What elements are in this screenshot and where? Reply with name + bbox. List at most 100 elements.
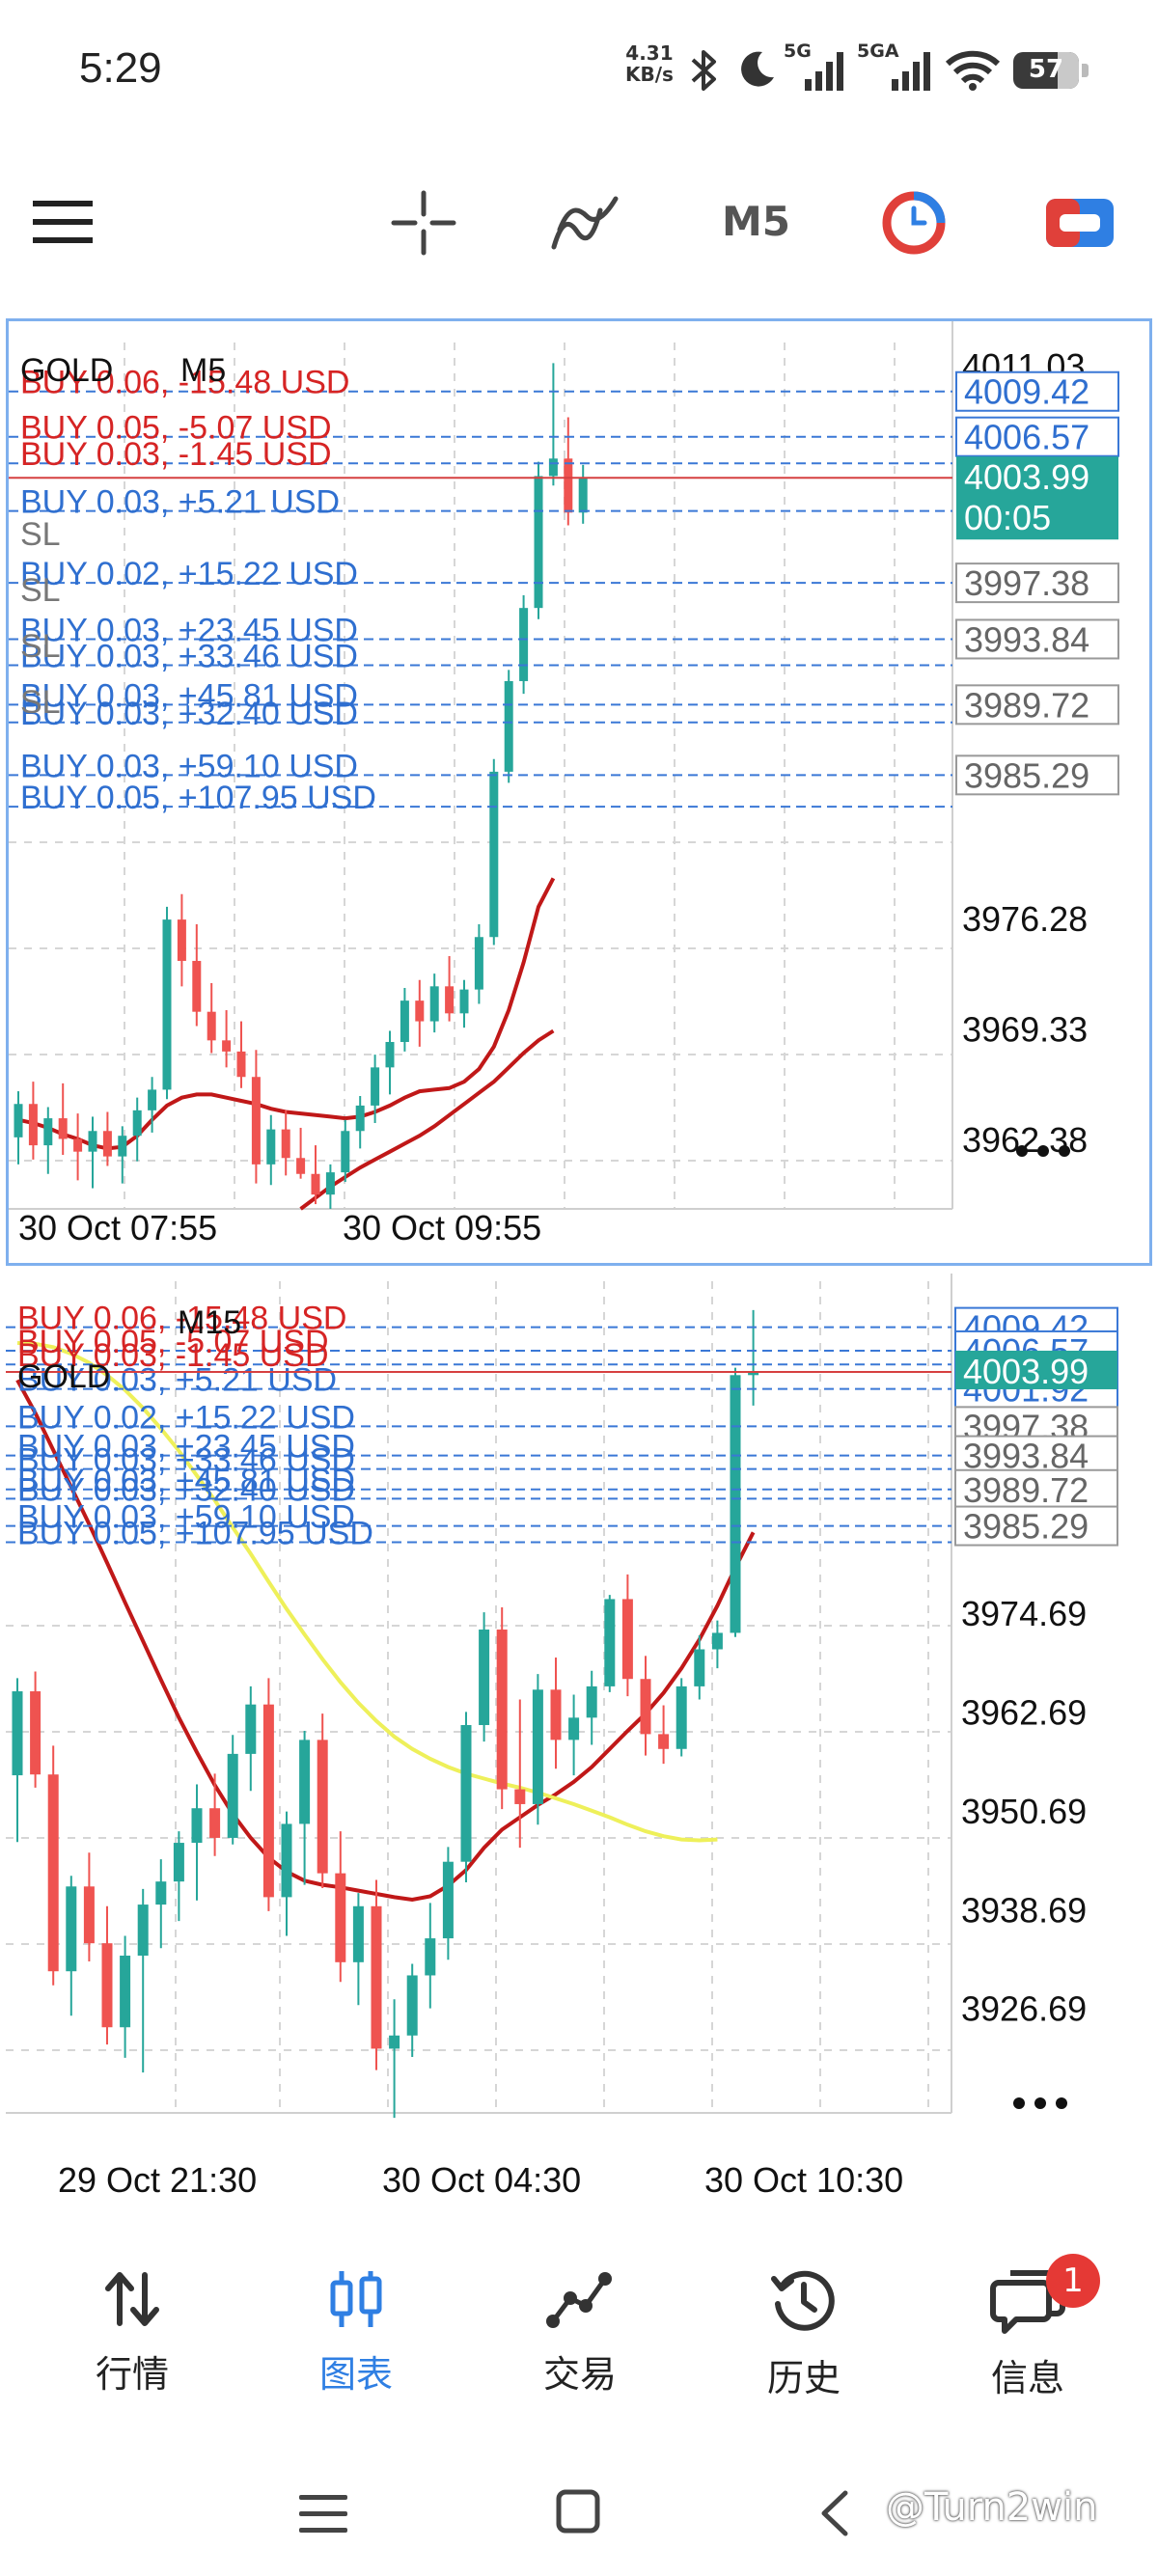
candle-body [489,771,499,938]
candle-body [406,1975,418,2036]
candle-body [177,919,186,961]
current-price-box [955,1350,1117,1389]
candle-body [400,1000,409,1042]
nav-quotes-label: 行情 [95,2353,169,2396]
current-price-box [956,456,1118,540]
price-box-label: 4006.57 [964,418,1089,457]
candle-body [586,1685,597,1718]
home-square-icon[interactable] [556,2489,600,2534]
candle-body [474,937,483,990]
candle-body [227,1753,238,1838]
moon-icon [741,51,774,87]
candle-body [317,1740,328,1874]
position-label: BUY 0.06, -15.48 USD [20,365,349,401]
time-axis-label: 30 Oct 07:55 [18,1208,217,1247]
indicator-icon[interactable] [548,191,621,255]
position-label: BUY 0.03, +33.46 USD [17,1442,355,1479]
price-box-label: 3993.84 [964,619,1089,659]
crosshair-icon[interactable] [390,189,457,257]
candle-body [604,1599,616,1686]
price-box [954,1468,1118,1510]
candle-body [352,1905,364,1962]
status-bar: 5:29 4.31 KB/s 5G 5GA 57 [0,0,1158,135]
position-label: BUY 0.03, +45.81 USD [20,677,358,714]
hamburger-menu-icon[interactable] [33,201,93,243]
candle-body [459,989,469,1014]
price-axis-label: 3962.69 [961,1692,1087,1732]
candle-body [341,1131,350,1173]
candle-body [325,1172,335,1195]
price-box [955,562,1119,604]
chart-panel-m15[interactable]: BUY 0.06, -15.48 USD BUY 0.05, -5.07 USD B… [6,1274,1152,2214]
nav-chart-label: 图表 [318,2353,393,2396]
candle-body [251,1077,261,1165]
watermark-text: @Turn2win [886,2485,1098,2530]
moving-average-line [299,1028,555,1211]
candle-body [245,1704,257,1754]
price-box [955,370,1119,412]
candle-body [548,458,558,477]
chart-panel-m5[interactable]: BUY 0.06, -15.48 USD BUY 0.05, -5.07 USD B… [6,318,1152,1266]
candle-body [30,1691,41,1775]
one-click-trading-icon[interactable] [880,189,948,257]
time-axis-label: 30 Oct 09:55 [343,1208,541,1247]
more-dots-icon [1037,1145,1049,1157]
candle-body [389,2035,400,2049]
position-label: BUY 0.03, +59.10 USD [17,1499,355,1536]
candle-body [479,1630,490,1726]
nav-trade[interactable]: 交易 [498,2267,662,2441]
candle-body [578,478,588,513]
back-chevron-icon[interactable] [818,2489,851,2537]
recents-menu-icon[interactable] [299,2493,347,2535]
nav-quotes[interactable]: 行情 [50,2267,214,2441]
candle-body [102,1131,112,1157]
candle-body [58,1118,68,1139]
sl-mark: SL [20,684,61,721]
candle-body [118,1136,127,1157]
position-label: BUY 0.03, +5.21 USD [17,1362,337,1399]
price-axis-label: 3926.69 [961,1989,1087,2029]
candle-body [120,1955,131,2028]
history-clock-icon [771,2270,835,2331]
candle-body [299,1740,311,1824]
price-box-label: 4009.42 [964,372,1089,412]
sl-mark: SL [20,516,61,553]
candle-body [640,1679,651,1735]
sl-mark: SL [20,572,61,609]
trade-line-icon [546,2272,612,2328]
timeframe-button[interactable]: M5 [722,198,791,245]
position-label: BUY 0.03, -1.45 USD [17,1337,329,1374]
messages-badge: 1 [1046,2254,1100,2308]
candle-body [162,919,172,1090]
position-label: BUY 0.03, +45.81 USD [17,1463,355,1499]
candle-body [514,1789,526,1804]
position-label: BUY 0.03, -1.45 USD [20,436,332,473]
nav-history[interactable]: 历史 [722,2267,886,2441]
network-speed-value: 4.31 [625,41,674,65]
candle-body [711,1632,723,1650]
candle-body [694,1649,705,1686]
more-dots-icon [1056,2097,1067,2109]
candle-body [296,1158,306,1174]
candle-body [748,1371,759,1376]
price-box [955,618,1119,660]
candle-body [445,986,455,1014]
position-label: BUY 0.03, +32.40 USD [17,1471,355,1508]
bottom-navigation [0,2234,1158,2456]
moving-average-line [15,1379,756,1903]
price-box [955,416,1119,457]
price-box-label: 3985.29 [964,755,1089,795]
timeframe-label: M15 [178,1304,241,1341]
candle-body [676,1685,687,1749]
network-type-2: 5GA [857,41,899,62]
toggle-icon[interactable] [1046,199,1114,247]
nav-chart[interactable]: 图表 [274,2267,438,2441]
candle-body [730,1375,741,1633]
position-label: BUY 0.03, +5.21 USD [20,484,340,521]
candle-body [28,1104,38,1146]
nav-messages-label: 信息 [990,2357,1064,2399]
sl-mark: SL [20,628,61,665]
candle-body [12,1691,23,1776]
